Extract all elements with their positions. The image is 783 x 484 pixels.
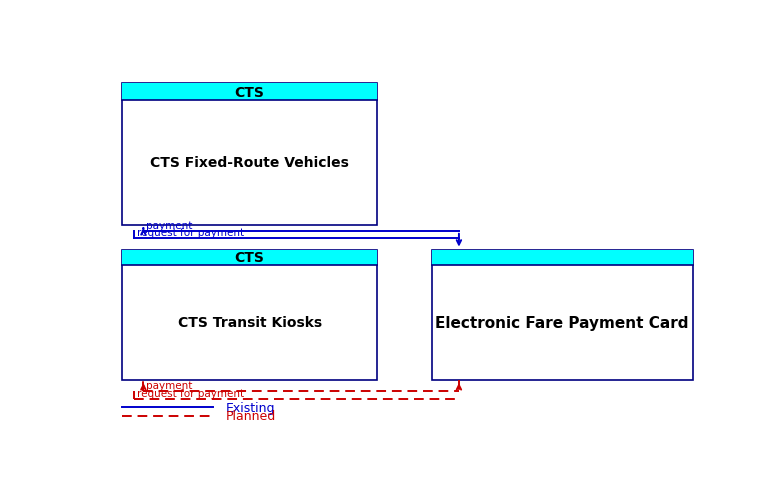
Text: CTS Fixed-Route Vehicles: CTS Fixed-Route Vehicles — [150, 156, 349, 170]
Bar — [122, 250, 377, 380]
Bar — [122, 84, 377, 226]
Text: payment: payment — [146, 220, 193, 230]
Bar — [122, 84, 377, 101]
Text: Existing: Existing — [226, 401, 275, 414]
Bar — [431, 250, 693, 380]
Text: request for payment: request for payment — [137, 228, 244, 238]
Bar — [122, 250, 377, 265]
Text: request for payment: request for payment — [137, 388, 244, 398]
Text: Planned: Planned — [226, 409, 276, 423]
Text: CTS: CTS — [235, 251, 265, 264]
Text: CTS Transit Kiosks: CTS Transit Kiosks — [178, 316, 322, 330]
Bar — [431, 250, 693, 265]
Text: payment: payment — [146, 380, 193, 391]
Text: Electronic Fare Payment Card: Electronic Fare Payment Card — [435, 315, 689, 330]
Text: CTS: CTS — [235, 85, 265, 99]
